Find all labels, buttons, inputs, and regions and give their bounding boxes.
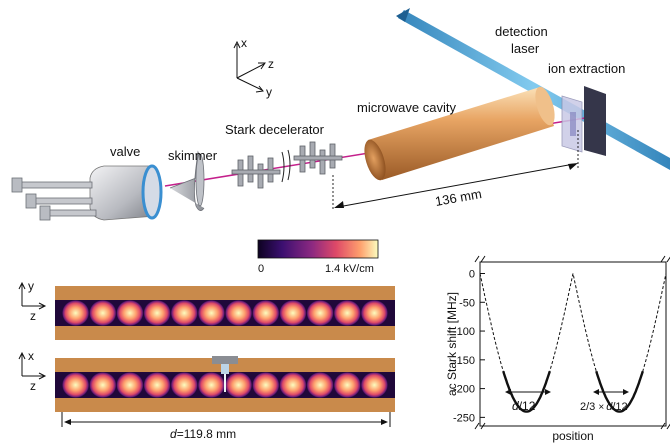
y-tick-label: -200 <box>453 384 475 396</box>
detection-laser-label-line2: laser <box>511 41 540 56</box>
chart-frame <box>479 261 667 427</box>
y-tick-label: -100 <box>453 326 475 338</box>
field-lobe <box>252 372 280 398</box>
detection-laser-label: detection <box>495 24 548 39</box>
field-lobe <box>116 372 144 398</box>
cavity-length-label: d=119.8 mm <box>170 427 236 441</box>
field-lobe <box>197 300 225 326</box>
field-lobe <box>306 300 334 326</box>
interval-label-23d12: 2/3 × d/12 <box>580 401 628 413</box>
pulsed-valve <box>11 164 163 221</box>
microwave-cavity <box>364 86 555 181</box>
axis-x-label-map: x <box>28 349 34 363</box>
cavity-length-dimension <box>61 412 391 427</box>
axis-y-label-map: y <box>28 279 34 293</box>
valve-label: valve <box>110 144 140 159</box>
field-lobe <box>333 372 361 398</box>
field-lobe <box>225 300 253 326</box>
field-lobe <box>197 372 225 398</box>
colorbar <box>257 239 379 259</box>
chart-y-ticks: 0 -50 -100 -150 -200 -250 <box>453 269 485 424</box>
field-map-yz <box>55 286 395 340</box>
y-tick-label: 0 <box>469 269 475 281</box>
stark-decelerator <box>231 141 343 189</box>
axis-x-label: x <box>241 36 247 50</box>
microwave-cavity-label: microwave cavity <box>357 100 456 115</box>
distance-label: 136 mm <box>434 186 483 209</box>
y-tick-label: -250 <box>453 412 475 424</box>
colorbar-min-label: 0 <box>258 263 264 275</box>
field-lobe <box>89 372 117 398</box>
axis-y-label: y <box>266 85 272 99</box>
field-lobe <box>62 372 90 398</box>
y-tick-label: -50 <box>459 297 475 309</box>
field-lobe <box>170 372 198 398</box>
ion-extraction-label: ion extraction <box>548 61 625 76</box>
field-lobe <box>225 372 253 398</box>
chart-y-axis-label: ac Stark shift [MHz] <box>445 292 459 396</box>
field-lobe <box>306 372 334 398</box>
field-lobe <box>62 300 90 326</box>
axes-xz <box>18 351 47 380</box>
ion-extraction-plates <box>561 86 606 156</box>
skimmer <box>169 150 205 211</box>
axes-yz <box>18 281 47 310</box>
field-map-xz <box>55 356 395 412</box>
field-lobe <box>252 300 280 326</box>
field-lobe <box>360 300 388 326</box>
axis-z2-label-map: z <box>30 379 36 393</box>
coupling-port <box>212 356 238 364</box>
distance-dimension <box>332 130 579 211</box>
axis-break-marks <box>474 255 670 430</box>
field-maps: 0 1.4 kV/cm y z x z <box>18 239 395 441</box>
stark-decelerator-label: Stark decelerator <box>225 122 325 137</box>
axis-z-label: z <box>268 57 274 71</box>
colorbar-max-label: 1.4 kV/cm <box>325 263 374 275</box>
interval-markers <box>505 389 629 395</box>
field-lobe <box>143 300 171 326</box>
ac-stark-shift-chart: 0 -50 -100 -150 -200 -250 d/12 2/3 × d/12 posi… <box>445 255 670 443</box>
field-lobe <box>89 300 117 326</box>
field-lobes-yz <box>62 300 388 326</box>
axis-z-label-map: z <box>30 309 36 323</box>
field-lobe <box>279 372 307 398</box>
stark-shift-curve-solid <box>595 370 644 413</box>
field-lobe <box>143 372 171 398</box>
field-lobe <box>170 300 198 326</box>
field-lobe <box>279 300 307 326</box>
y-tick-label: -150 <box>453 355 475 367</box>
chart-x-axis-label: position <box>552 429 593 443</box>
skimmer-label: skimmer <box>168 148 218 163</box>
field-lobe <box>333 300 361 326</box>
field-lobes-xz <box>62 372 388 398</box>
field-lobe <box>116 300 144 326</box>
coordinate-axes <box>233 40 266 93</box>
field-lobe <box>360 372 388 398</box>
interval-label-d12: d/12 <box>512 399 536 413</box>
setup-3d: detection laser ion extraction microwave… <box>11 8 670 221</box>
